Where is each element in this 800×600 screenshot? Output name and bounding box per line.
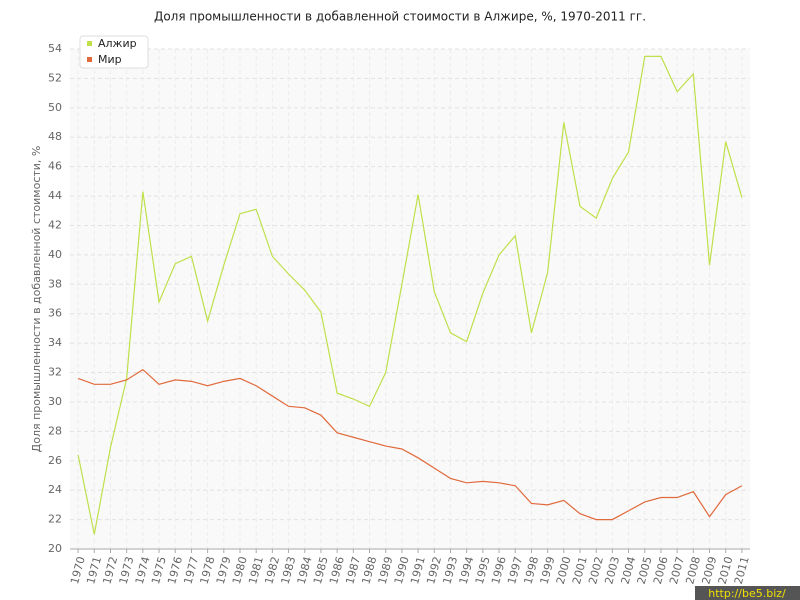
y-tick-label: 50 bbox=[48, 101, 62, 114]
y-tick-label: 44 bbox=[48, 189, 62, 202]
y-tick-label: 54 bbox=[48, 42, 62, 55]
y-tick-label: 26 bbox=[48, 454, 62, 467]
watermark-bg bbox=[695, 586, 800, 600]
plot-background bbox=[70, 49, 750, 549]
y-tick-label: 48 bbox=[48, 130, 62, 143]
series-line bbox=[77, 368, 743, 521]
y-tick-label: 20 bbox=[48, 542, 62, 555]
y-tick-label: 34 bbox=[48, 336, 62, 349]
y-tick-label: 32 bbox=[48, 366, 62, 379]
legend: Алжир Мир bbox=[79, 35, 149, 69]
y-tick-label: 24 bbox=[48, 483, 62, 496]
legend-swatch bbox=[87, 57, 92, 62]
legend-swatch bbox=[87, 41, 92, 46]
y-axis-label: Доля промышленности в добавленной стоимо… bbox=[30, 146, 43, 453]
chart-title: Доля промышленности в добавленной стоимо… bbox=[154, 10, 646, 24]
y-tick-label: 52 bbox=[48, 71, 62, 84]
y-tick-label: 40 bbox=[48, 248, 62, 261]
y-tick-label: 30 bbox=[48, 395, 62, 408]
y-tick-label: 38 bbox=[48, 277, 62, 290]
series-line bbox=[77, 55, 743, 535]
legend-box bbox=[79, 35, 149, 69]
legend-label: Алжир bbox=[98, 37, 137, 50]
y-tick-label: 28 bbox=[48, 424, 62, 437]
legend-label: Мир bbox=[98, 53, 122, 66]
y-tick-label: 42 bbox=[48, 218, 62, 231]
y-tick-label: 22 bbox=[48, 513, 62, 526]
y-tick-label: 36 bbox=[48, 307, 62, 320]
watermark: http://be5.biz/ bbox=[708, 587, 786, 600]
y-tick-label: 46 bbox=[48, 160, 62, 173]
